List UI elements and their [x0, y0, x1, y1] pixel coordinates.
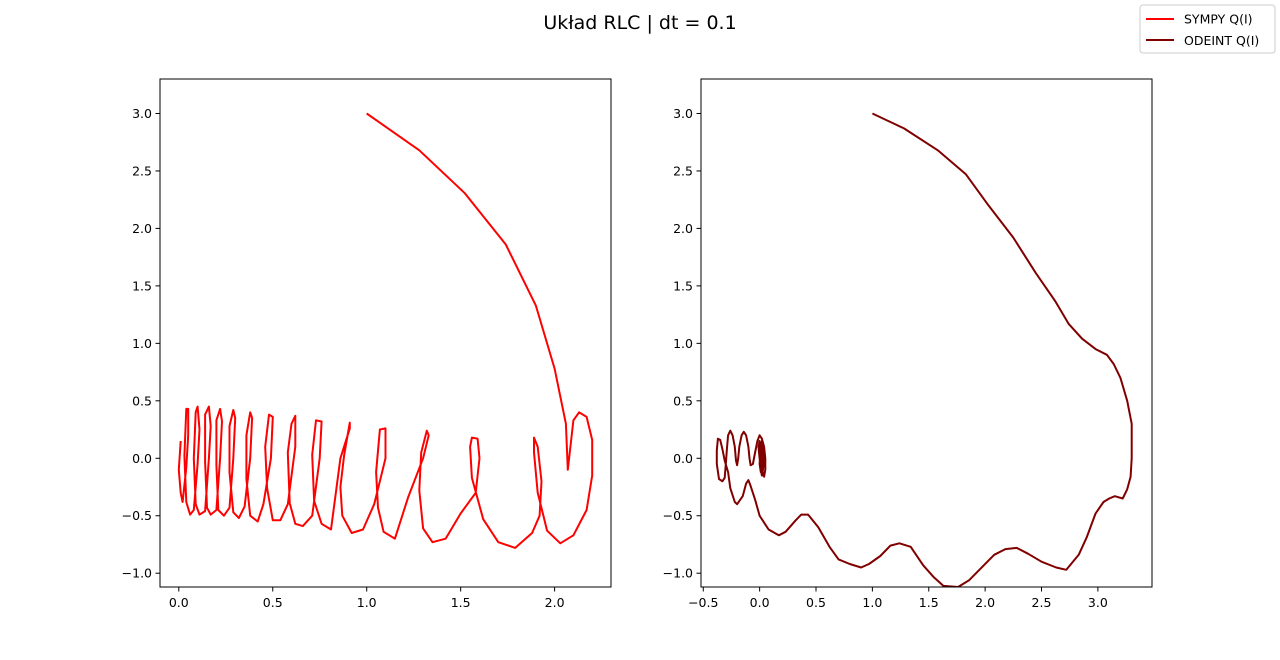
subplot-left: 0.0 0.5 1.0 1.5 2.0 −1.0 −0.5 0.0 0.5 1.0 1.5 2.0 2.… [122, 78, 612, 610]
x-tick-label-right: 1.5 [919, 595, 939, 610]
y-tick-label-right: 2.0 [673, 221, 693, 236]
series-line-left-0 [177, 112, 594, 549]
x-tick-label-left: 1.0 [357, 595, 377, 610]
y-tick-label-right: 1.0 [673, 336, 693, 351]
x-tick-label-right: 0.5 [806, 595, 826, 610]
y-tick-label-left: −1.0 [122, 566, 152, 581]
axes-frame-right [700, 78, 1153, 588]
y-tick-label-left: 0.0 [132, 451, 152, 466]
y-tick-label-left: 3.0 [132, 106, 152, 121]
x-tick-label-right: −0.5 [688, 595, 718, 610]
y-tick-label-left: −0.5 [122, 508, 152, 523]
y-tick-label-left: 0.5 [132, 393, 152, 408]
y-tick-label-left: 1.0 [132, 336, 152, 351]
subplot-right: −0.5 0.0 0.5 1.0 1.5 2.0 2.5 3.0 −1.0 −0.5 0.0 0.5 1… [663, 78, 1153, 610]
legend-label-odeint: ODEINT Q(I) [1184, 33, 1259, 48]
y-tick-label-right: 0.5 [673, 393, 693, 408]
y-tick-label-right: −1.0 [663, 566, 693, 581]
y-tick-label-right: 3.0 [673, 106, 693, 121]
x-tick-label-right: 0.0 [750, 595, 770, 610]
x-tick-label-left: 2.0 [545, 595, 565, 610]
y-tick-label-left: 2.0 [132, 221, 152, 236]
y-tick-label-left: 2.5 [132, 163, 152, 178]
axes-frame-left [159, 78, 612, 588]
x-tick-label-right: 2.0 [975, 595, 995, 610]
x-tick-label-left: 0.5 [263, 595, 283, 610]
figure-title: Układ RLC | dt = 0.1 [543, 12, 736, 34]
x-tick-label-left: 0.0 [169, 595, 189, 610]
legend: SYMPY Q(I) ODEINT Q(I) [1139, 4, 1276, 54]
y-tick-label-left: 1.5 [132, 278, 152, 293]
y-tick-label-right: 1.5 [673, 278, 693, 293]
x-tick-label-right: 3.0 [1088, 595, 1108, 610]
legend-label-sympy: SYMPY Q(I) [1184, 12, 1253, 27]
series-line-right-0 [715, 112, 1133, 587]
y-tick-label-right: 2.5 [673, 163, 693, 178]
y-tick-label-right: 0.0 [673, 451, 693, 466]
x-tick-label-right: 1.0 [862, 595, 882, 610]
x-tick-label-left: 1.5 [451, 595, 471, 610]
y-tick-label-right: −0.5 [663, 508, 693, 523]
x-tick-label-right: 2.5 [1032, 595, 1052, 610]
